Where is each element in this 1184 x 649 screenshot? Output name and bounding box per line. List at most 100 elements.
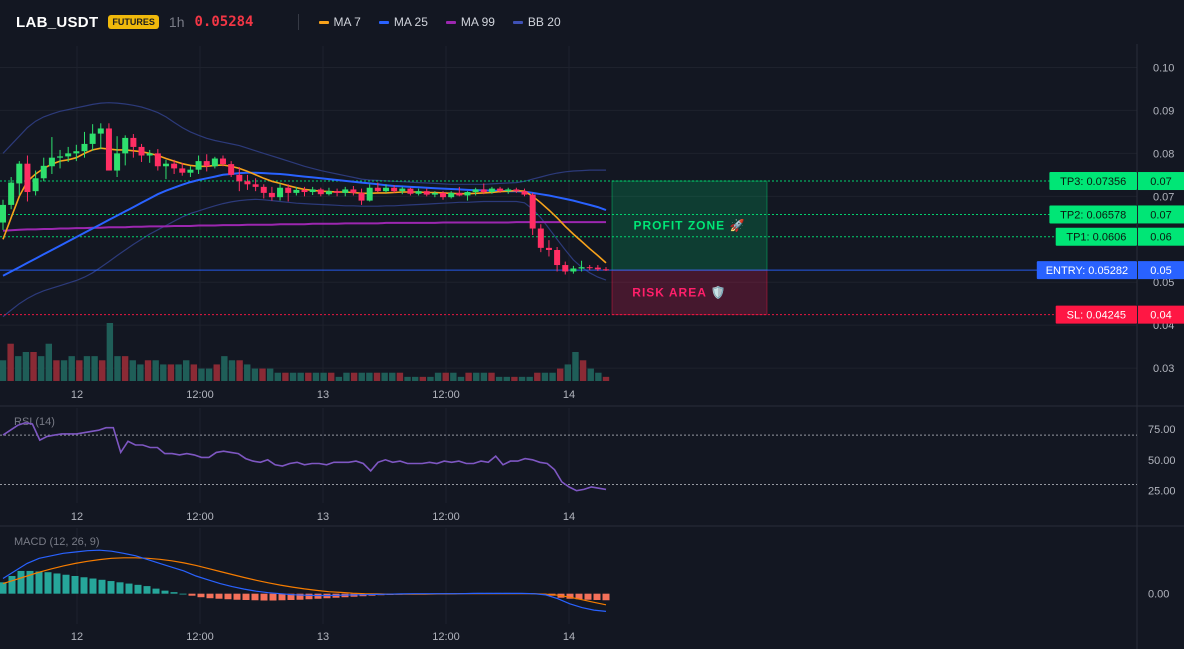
- legend-bb20[interactable]: BB 20: [512, 15, 561, 29]
- candle-body[interactable]: [65, 153, 72, 157]
- candle-body[interactable]: [146, 153, 153, 156]
- candle-body[interactable]: [464, 192, 471, 196]
- candle-body[interactable]: [8, 182, 15, 205]
- candle-body[interactable]: [358, 192, 365, 201]
- candle-body[interactable]: [529, 194, 536, 229]
- candle-body[interactable]: [277, 187, 284, 198]
- volume-bar: [205, 368, 213, 381]
- candle-body[interactable]: [423, 191, 430, 195]
- candle-body[interactable]: [431, 192, 438, 195]
- candle-body[interactable]: [603, 269, 609, 271]
- candle-body[interactable]: [268, 192, 275, 198]
- macd-histogram-bar: [35, 571, 43, 594]
- candle-body[interactable]: [342, 189, 349, 193]
- candle-body[interactable]: [16, 163, 23, 184]
- candle-body[interactable]: [220, 158, 227, 165]
- level-label-box[interactable]: [1055, 305, 1137, 324]
- candle-body[interactable]: [440, 192, 447, 198]
- macd-histogram-bar: [62, 574, 70, 594]
- level-label-box[interactable]: [1049, 205, 1137, 224]
- legend-ma7[interactable]: MA 7: [318, 15, 361, 29]
- candle-body[interactable]: [309, 189, 316, 193]
- candle-body[interactable]: [545, 247, 552, 251]
- candle-body[interactable]: [382, 187, 389, 192]
- level-label-box[interactable]: [1055, 227, 1137, 246]
- candle-body[interactable]: [130, 137, 137, 147]
- legend-ma99[interactable]: MA 99: [445, 15, 495, 29]
- candle-body[interactable]: [89, 133, 96, 144]
- candle-body[interactable]: [374, 187, 381, 192]
- candle-body[interactable]: [105, 128, 112, 171]
- candle-body[interactable]: [252, 184, 259, 187]
- profit-zone[interactable]: [611, 180, 768, 271]
- level-label-box[interactable]: [1049, 172, 1137, 191]
- candle-body[interactable]: [57, 156, 64, 158]
- candle-body[interactable]: [448, 192, 455, 198]
- candle-body[interactable]: [211, 158, 218, 167]
- candle-body[interactable]: [179, 168, 186, 173]
- candle-body[interactable]: [554, 250, 561, 266]
- candle-body[interactable]: [138, 146, 145, 156]
- candle-body[interactable]: [187, 169, 194, 173]
- candle-body[interactable]: [301, 189, 308, 193]
- candle-body[interactable]: [350, 189, 357, 193]
- candle-body[interactable]: [586, 267, 593, 269]
- candle-body[interactable]: [203, 161, 210, 167]
- candle-body[interactable]: [407, 188, 414, 194]
- candle-body[interactable]: [114, 153, 121, 171]
- candle-body[interactable]: [0, 204, 6, 223]
- candle-body[interactable]: [521, 191, 528, 195]
- candle-body[interactable]: [594, 267, 601, 270]
- candle-body[interactable]: [48, 157, 55, 167]
- candle-body[interactable]: [562, 265, 569, 272]
- candle-body[interactable]: [480, 189, 487, 193]
- candle-body[interactable]: [334, 191, 341, 193]
- candle-body[interactable]: [236, 174, 243, 182]
- candle-body[interactable]: [97, 128, 104, 134]
- risk-area[interactable]: [611, 269, 768, 316]
- candle-body[interactable]: [244, 181, 251, 185]
- candle-body[interactable]: [32, 178, 39, 192]
- candle-body[interactable]: [497, 188, 504, 192]
- candle-body[interactable]: [228, 164, 235, 175]
- level-axis-box: [1138, 261, 1184, 280]
- ma99-line: [2, 221, 606, 232]
- candle-body[interactable]: [513, 189, 520, 192]
- candle-body[interactable]: [570, 268, 577, 272]
- candle-body[interactable]: [40, 165, 47, 179]
- symbol-name[interactable]: LAB_USDT: [16, 13, 99, 31]
- candle-body[interactable]: [415, 191, 422, 194]
- candle-body[interactable]: [456, 192, 463, 196]
- candle-body[interactable]: [399, 188, 406, 192]
- candle-body[interactable]: [293, 189, 300, 193]
- candle-body[interactable]: [391, 187, 398, 192]
- candle-body[interactable]: [154, 153, 161, 167]
- candle-body[interactable]: [171, 163, 178, 169]
- candle-body[interactable]: [81, 143, 88, 152]
- volume-bar: [450, 372, 457, 381]
- legend-ma25[interactable]: MA 25: [378, 15, 428, 29]
- candle-body[interactable]: [537, 228, 544, 248]
- candle-body[interactable]: [285, 187, 292, 193]
- candle-body[interactable]: [195, 161, 202, 170]
- level-label-box[interactable]: [1036, 261, 1137, 280]
- candle-body[interactable]: [578, 267, 585, 269]
- candle-body[interactable]: [325, 191, 332, 195]
- candle-body[interactable]: [122, 137, 129, 154]
- candle-body[interactable]: [162, 163, 169, 167]
- volume-bar: [328, 372, 335, 381]
- candle-body[interactable]: [24, 163, 31, 193]
- candle-body[interactable]: [366, 187, 373, 201]
- candle-body[interactable]: [488, 188, 495, 193]
- timeframe-label[interactable]: 1h: [168, 14, 185, 30]
- time-axis-label: 14: [563, 511, 575, 523]
- candle-body[interactable]: [73, 151, 80, 154]
- candle-body[interactable]: [317, 189, 324, 195]
- candle-body[interactable]: [472, 189, 479, 193]
- candle-body[interactable]: [505, 189, 512, 192]
- macd-histogram-bar: [188, 593, 196, 596]
- volume-bar: [434, 372, 442, 381]
- candle-body[interactable]: [260, 186, 267, 193]
